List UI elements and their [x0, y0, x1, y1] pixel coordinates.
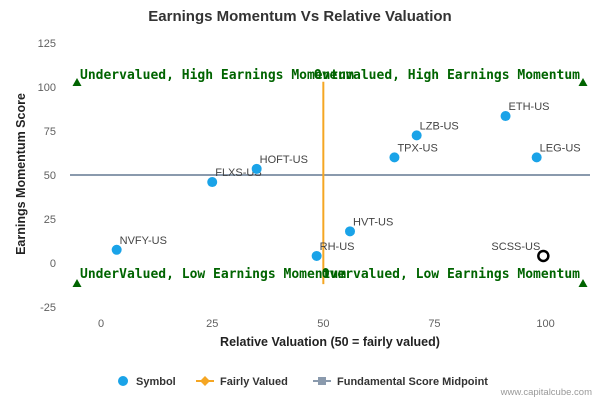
quadrant-corner-marker: [72, 279, 82, 287]
legend-symbol-marker: [118, 376, 128, 386]
data-point-label: RH-US: [320, 241, 355, 253]
y-axis-label: Earnings Momentum Score: [14, 93, 28, 255]
data-point-label: ETH-US: [509, 101, 550, 113]
data-point-label: HVT-US: [353, 216, 393, 228]
legend-symbol-text: Symbol: [136, 376, 176, 388]
legend-fairly-valued-text: Fairly Valued: [220, 376, 288, 388]
credit-text: www.capitalcube.com: [500, 387, 592, 398]
data-point-highlighted: [537, 249, 550, 263]
axes: -25 0 25 50 75 100 125 0 25 50 75 100: [38, 38, 555, 330]
x-tick-label: 75: [428, 318, 440, 330]
chart-title: Earnings Momentum Vs Relative Valuation: [148, 8, 451, 25]
data-point-label: TPX-US: [397, 142, 437, 154]
y-tick-label: 100: [38, 82, 56, 94]
y-tick-label: -25: [40, 302, 56, 314]
data-point-label: NVFY-US: [120, 235, 167, 247]
y-tick-label: 0: [50, 258, 56, 270]
quadrant-label-bottom-right: Overvalued, Low Earnings Momentum: [322, 267, 580, 282]
legend: Symbol Fairly Valued Fundamental Score M…: [118, 376, 488, 388]
x-tick-label: 25: [206, 318, 218, 330]
quadrant-corner-marker: [578, 78, 588, 86]
y-tick-label: 75: [44, 126, 56, 138]
reference-lines: [70, 81, 590, 285]
legend-midpoint-text: Fundamental Score Midpoint: [337, 376, 488, 388]
data-point-label: FLXS-US: [215, 167, 261, 179]
legend-item-fairly-valued[interactable]: Fairly Valued: [196, 376, 288, 388]
x-tick-label: 100: [536, 318, 554, 330]
data-point-label: LZB-US: [420, 120, 459, 132]
data-point-label: HOFT-US: [260, 154, 308, 166]
data-point: [500, 111, 511, 122]
data-point: [531, 152, 542, 163]
data-point-label: LEG-US: [540, 142, 581, 154]
quadrant-corner-marker: [578, 279, 588, 287]
data-point-label: SCSS-US: [491, 241, 540, 253]
data-point: [207, 177, 218, 188]
data-point: [411, 130, 422, 141]
quadrant-label-top-right: Overvalued, High Earnings Momentum: [314, 68, 580, 83]
x-axis-label: Relative Valuation (50 = fairly valued): [220, 335, 440, 349]
data-point: [389, 152, 400, 163]
data-point: [311, 250, 322, 261]
data-point: [345, 226, 355, 237]
data-point: [251, 163, 262, 174]
legend-item-symbol[interactable]: Symbol: [118, 376, 176, 388]
y-tick-label: 125: [38, 38, 56, 50]
y-tick-label: 50: [44, 170, 56, 182]
quadrant-label-top-left: Undervalued, High Earnings Momentum: [80, 68, 354, 83]
legend-item-midpoint[interactable]: Fundamental Score Midpoint: [313, 376, 488, 388]
quadrant-labels: Undervalued, High Earnings MomentumOverv…: [72, 68, 588, 287]
quadrant-label-bottom-left: UnderValued, Low Earnings Momentum: [80, 267, 346, 282]
quadrant-corner-marker: [72, 78, 82, 86]
legend-fairly-valued-diamond: [200, 376, 210, 386]
x-tick-label: 50: [317, 318, 329, 330]
y-tick-label: 25: [44, 214, 56, 226]
legend-midpoint-square: [318, 377, 326, 385]
x-tick-label: 0: [98, 318, 104, 330]
data-point: [111, 244, 122, 255]
